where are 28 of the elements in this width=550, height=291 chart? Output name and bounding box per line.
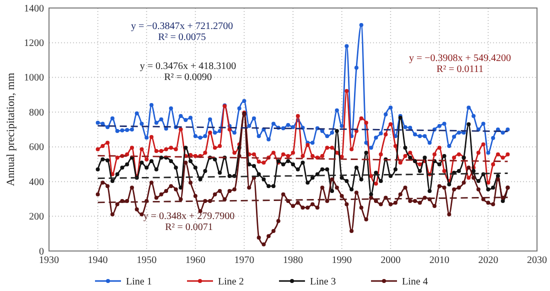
x-tick-label: 2030 (527, 255, 547, 266)
legend-label: Line 2 (218, 276, 244, 288)
y-tick-label: 200 (29, 212, 44, 223)
annotation: y = 0.348x + 279.7900 R² = 0.0071 (143, 211, 235, 233)
y-tick-label: 1200 (24, 38, 44, 50)
x-tick-label: 2010 (429, 255, 450, 266)
y-axis-title: Annual precipitation, mm (5, 72, 17, 186)
legend-label: Line 4 (402, 276, 428, 288)
x-tick-label: 2020 (478, 255, 498, 266)
legend-label: Line 3 (310, 276, 336, 288)
annotation: y = −0.3908x + 549.4200 R² = 0.0111 (409, 53, 511, 75)
x-tick-label: 2000 (380, 255, 401, 266)
y-tick-label: 600 (29, 142, 44, 154)
x-tick-label: 1970 (234, 255, 254, 266)
annotation: y = −0.3847x + 721.2700 R² = 0.0075 (131, 21, 233, 43)
annotation: y = 0.3476x + 418.3100 R² = 0.0090 (140, 61, 236, 83)
x-tick-label: 1990 (332, 255, 352, 266)
y-tick-label: 0 (39, 246, 44, 258)
x-tick-label: 1980 (283, 255, 303, 266)
y-tick-label: 1000 (24, 72, 44, 84)
legend-label: Line 1 (126, 276, 152, 288)
y-tick-label: 1400 (24, 3, 44, 14)
y-tick-label: 400 (29, 176, 44, 188)
x-tick-label: 1930 (39, 255, 59, 266)
y-tick-label: 800 (29, 107, 44, 118)
x-tick-label: 1960 (185, 255, 206, 266)
x-tick-label: 1940 (88, 255, 108, 266)
x-tick-label: 1950 (136, 255, 157, 266)
